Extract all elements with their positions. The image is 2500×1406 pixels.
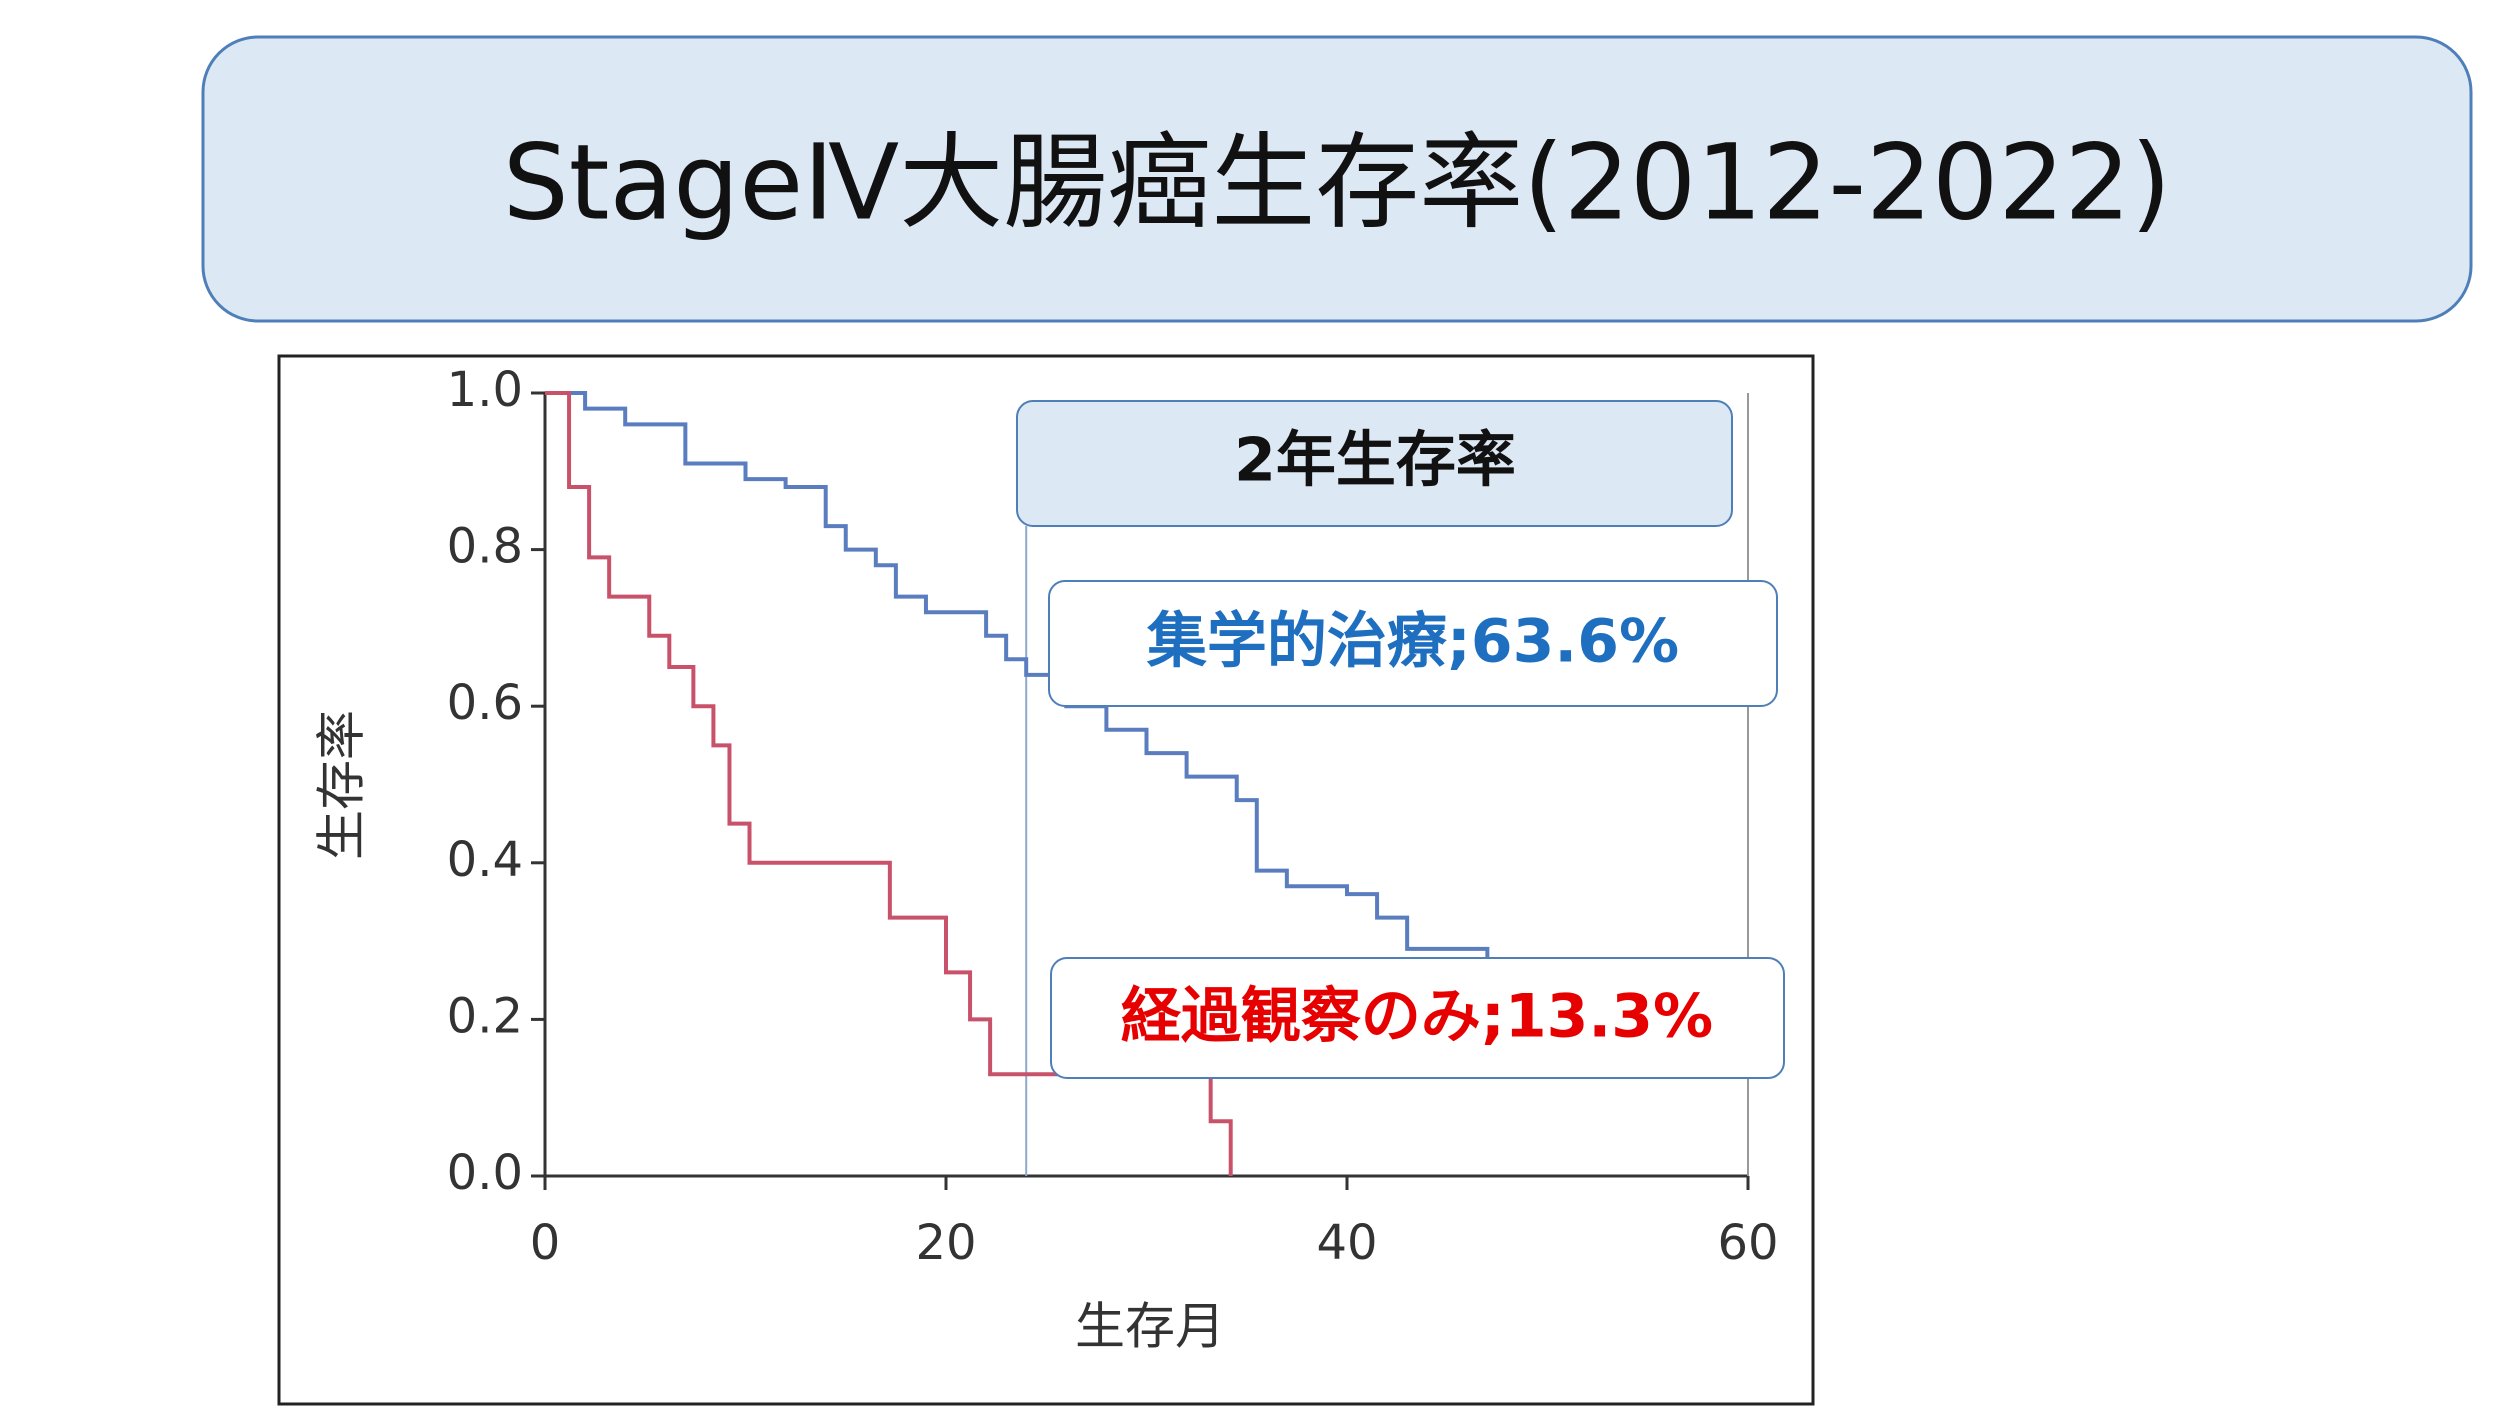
y-axis-label: 生存率 (313, 710, 371, 860)
survival-curve (545, 391, 1233, 1176)
annotation-box (1050, 957, 1785, 1079)
y-tick-label: 0.2 (447, 988, 523, 1044)
x-axis-label: 生存月 (1075, 1298, 1225, 1356)
annotation: 集学的治療;63.6% (1146, 607, 1679, 677)
annotation-box (1048, 580, 1778, 707)
y-tick-label: 0.6 (447, 675, 523, 731)
annotation-box (1016, 400, 1733, 527)
annotation: 経過観察のみ;13.3% (1121, 982, 1713, 1052)
x-tick-label: 20 (915, 1215, 976, 1271)
x-tick-label: 0 (530, 1215, 561, 1271)
y-tick-label: 1.0 (447, 362, 523, 418)
annotation: 2年生存率 (1234, 426, 1516, 496)
title-box (201, 35, 2473, 323)
y-tick-label: 0.0 (447, 1145, 523, 1201)
plot: 0.0 0.2 0.4 0.6 0.8 1.0 0 20 40 60 (447, 362, 1779, 1271)
x-tick-label: 40 (1316, 1215, 1377, 1271)
y-tick-label: 0.8 (447, 519, 523, 575)
chart-title: StageⅣ大腸癌生存率(2012-2022) (503, 121, 2172, 243)
chart-frame (277, 354, 1815, 1406)
survival-curve (545, 391, 1720, 996)
x-tick-label: 60 (1717, 1215, 1778, 1271)
y-tick-label: 0.4 (447, 832, 523, 888)
